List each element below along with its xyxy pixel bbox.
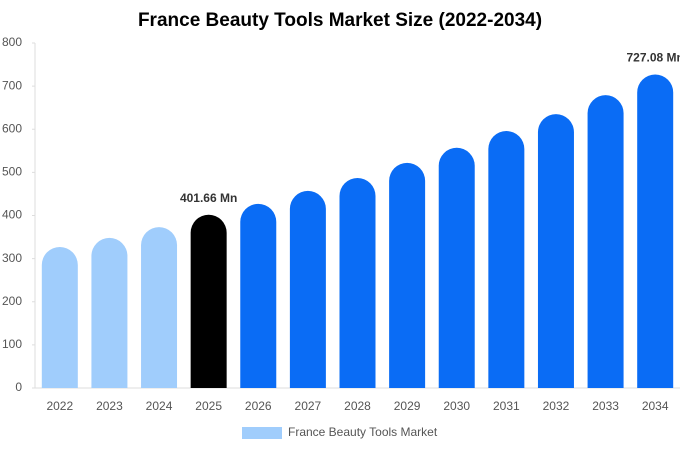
legend-label: France Beauty Tools Market (288, 425, 438, 439)
bar (488, 130, 525, 388)
y-tick-label: 500 (2, 165, 22, 179)
x-tick-label: 2025 (195, 399, 222, 413)
data-label: 401.66 Mn (180, 191, 237, 205)
y-tick-label: 400 (2, 208, 22, 222)
y-tick-label: 600 (2, 121, 22, 135)
bar (190, 214, 227, 388)
y-tick-label: 200 (2, 294, 22, 308)
bar (240, 203, 277, 388)
bar (537, 114, 574, 388)
bar (637, 74, 674, 388)
bar (41, 246, 78, 388)
x-tick-label: 2034 (642, 399, 669, 413)
data-label: 727.08 Mn (627, 51, 680, 65)
x-tick-label: 2022 (46, 399, 73, 413)
x-tick-label: 2023 (96, 399, 123, 413)
x-tick-label: 2033 (592, 399, 619, 413)
y-tick-label: 700 (2, 78, 22, 92)
x-tick-label: 2027 (295, 399, 322, 413)
y-tick-label: 0 (15, 380, 22, 394)
bar (587, 95, 624, 388)
x-tick-label: 2031 (493, 399, 520, 413)
x-tick-label: 2024 (146, 399, 173, 413)
bar (91, 237, 128, 388)
chart-title: France Beauty Tools Market Size (2022-20… (138, 10, 542, 31)
bar (339, 177, 376, 388)
bar (141, 227, 178, 388)
x-tick-label: 2032 (543, 399, 570, 413)
x-tick-label: 2030 (443, 399, 470, 413)
y-tick-label: 300 (2, 251, 22, 265)
y-tick-label: 100 (2, 337, 22, 351)
x-tick-label: 2029 (394, 399, 421, 413)
y-tick-label: 800 (2, 35, 22, 49)
bar (289, 190, 326, 388)
legend-swatch (242, 427, 282, 439)
x-tick-label: 2028 (344, 399, 371, 413)
bar (389, 162, 426, 388)
x-tick-label: 2026 (245, 399, 272, 413)
bar (438, 147, 475, 388)
